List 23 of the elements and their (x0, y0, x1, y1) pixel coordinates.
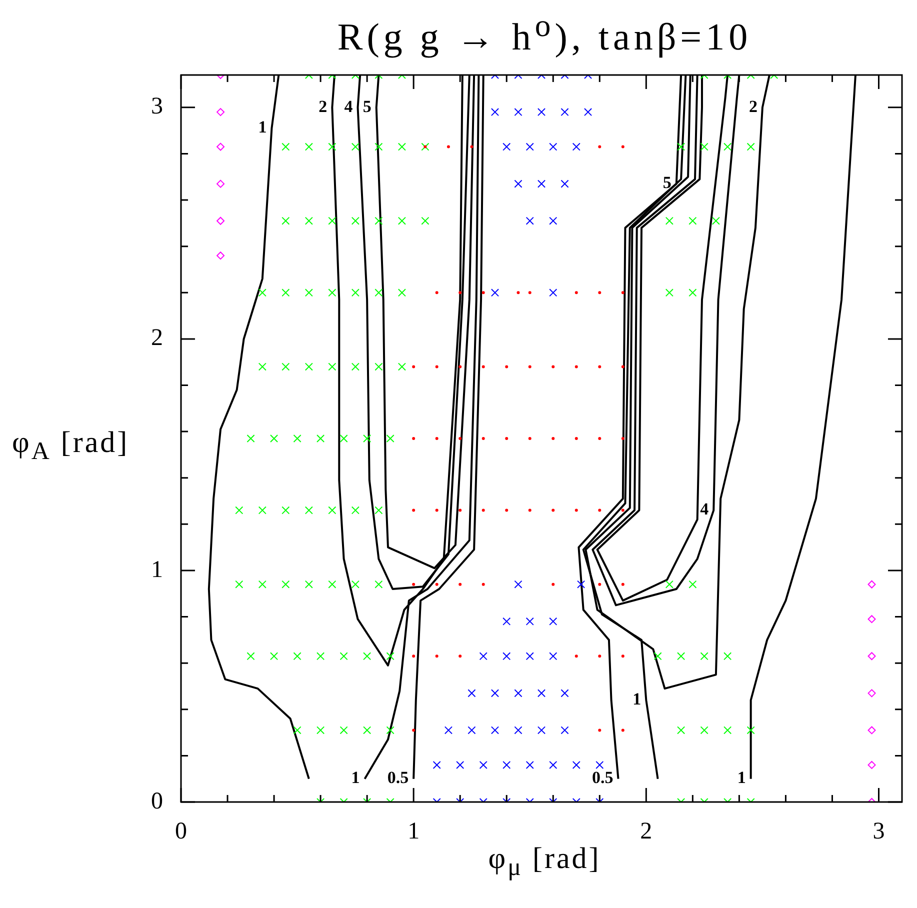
annotation: 2 (748, 96, 758, 116)
annotation: 4 (700, 500, 710, 519)
annotation: 2 (318, 96, 328, 116)
annotation: 4 (344, 96, 354, 116)
y-tick-label: 3 (151, 94, 163, 120)
annotation: 5 (362, 96, 372, 116)
y-tick-label: 1 (151, 556, 163, 583)
annotation: 1 (632, 690, 642, 709)
x-axis-title: φ$_{μ}$ [rad] (488, 842, 601, 881)
x-tick-label: 2 (640, 818, 652, 845)
annotation: 0.5 (592, 768, 614, 788)
y-axis-title: φ$_{A}$ [rad] (12, 426, 130, 466)
y-tick-label: 2 (151, 325, 163, 352)
x-tick-label: 1 (408, 818, 420, 845)
annotation: 1 (737, 768, 746, 788)
annotation: 5 (662, 173, 672, 192)
chart-title: R(g g → h$^{o}$), tanβ=10 (336, 8, 753, 60)
x-tick-label: 3 (872, 818, 885, 845)
annotation: 1 (258, 118, 267, 137)
annotation: 0.5 (387, 768, 409, 788)
annotation: 1 (351, 768, 360, 788)
x-tick-label: 0 (175, 818, 187, 845)
y-tick-label: 0 (151, 788, 163, 814)
